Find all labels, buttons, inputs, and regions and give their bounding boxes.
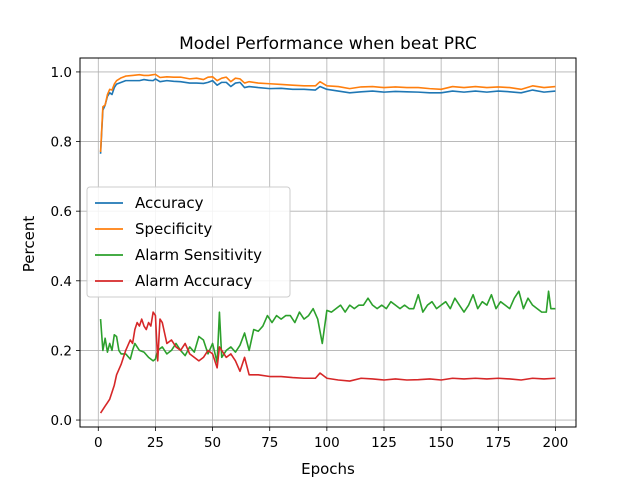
- plot-frame: [79, 57, 577, 428]
- y-tick-label: 1.0: [51, 65, 72, 81]
- y-tick-label: 0.4: [51, 274, 72, 290]
- y-tick-label: 0.6: [51, 204, 72, 220]
- x-tick-label: 200: [543, 435, 569, 451]
- y-tick-label: 0.0: [51, 413, 72, 429]
- ticks: 0 25 50 75 100 125 150 175 200 0.0 0.2 0.4 0.6 0.8 1.0: [51, 65, 569, 451]
- legend-label-specificity: Specificity: [135, 220, 212, 238]
- legend: Accuracy Specificity Alarm Sensitivity Alar…: [86, 186, 291, 298]
- legend-label-alarm-sensitivity: Alarm Sensitivity: [135, 246, 262, 264]
- series-line-alarm-accuracy: [99, 311, 556, 414]
- legend-box: [86, 186, 291, 298]
- y-axis-label: Percent: [20, 216, 38, 273]
- chart-title: Model Performance when beat PRC: [179, 34, 477, 54]
- legend-label-alarm-accuracy: Alarm Accuracy: [135, 272, 253, 290]
- x-tick-label: 175: [485, 435, 511, 451]
- grid: [80, 58, 576, 427]
- x-tick-label: 75: [261, 435, 278, 451]
- x-tick-label: 25: [147, 435, 164, 451]
- y-tick-label: 0.8: [51, 135, 72, 151]
- series-layer: [99, 73, 556, 414]
- x-tick-label: 125: [371, 435, 397, 451]
- series-line-accuracy: [99, 78, 556, 154]
- series-line-alarm-sensitivity: [99, 290, 556, 364]
- x-tick-label: 0: [94, 435, 103, 451]
- series-line-specificity: [99, 73, 556, 153]
- x-tick-label: 150: [428, 435, 454, 451]
- y-tick-label: 0.2: [51, 343, 72, 359]
- legend-label-accuracy: Accuracy: [135, 194, 204, 212]
- x-tick-label: 100: [314, 435, 340, 451]
- x-tick-label: 50: [204, 435, 221, 451]
- x-axis-label: Epochs: [301, 460, 355, 478]
